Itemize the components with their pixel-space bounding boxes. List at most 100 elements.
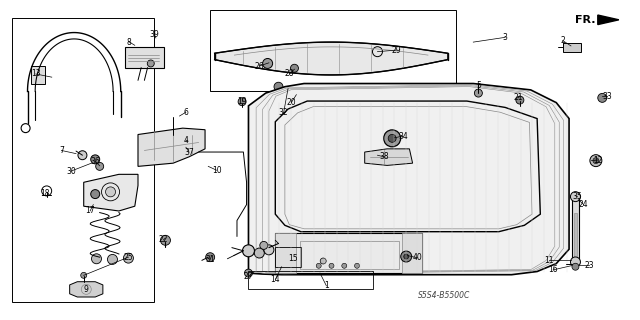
- Circle shape: [404, 254, 409, 259]
- Text: 20: 20: [287, 98, 296, 107]
- Circle shape: [147, 60, 154, 67]
- Text: 4: 4: [184, 136, 188, 145]
- Circle shape: [92, 254, 102, 264]
- Text: 1: 1: [324, 281, 329, 290]
- Bar: [275, 247, 301, 267]
- Circle shape: [108, 254, 118, 264]
- Text: 37: 37: [184, 148, 194, 156]
- Text: 24: 24: [579, 200, 589, 209]
- Text: 32: 32: [279, 108, 289, 117]
- Text: 7: 7: [59, 146, 64, 155]
- Circle shape: [161, 235, 170, 245]
- Circle shape: [291, 64, 298, 72]
- Bar: [574, 212, 577, 264]
- Bar: [31, 66, 45, 84]
- Text: 25: 25: [124, 253, 133, 262]
- Text: 35: 35: [573, 192, 582, 201]
- Circle shape: [274, 82, 283, 91]
- Polygon shape: [84, 174, 138, 211]
- Circle shape: [264, 245, 274, 255]
- Bar: [572, 195, 579, 264]
- Circle shape: [106, 187, 116, 197]
- Text: 16: 16: [548, 265, 558, 275]
- Text: 17: 17: [85, 206, 95, 215]
- Text: 33: 33: [602, 92, 612, 101]
- Text: 30: 30: [66, 167, 76, 176]
- Bar: [563, 43, 580, 52]
- Text: FR.: FR.: [575, 15, 596, 25]
- Circle shape: [388, 134, 396, 142]
- Text: 15: 15: [289, 254, 298, 263]
- Circle shape: [292, 88, 300, 96]
- Circle shape: [329, 263, 334, 268]
- Text: 31: 31: [205, 255, 215, 264]
- Text: 10: 10: [212, 166, 221, 175]
- Polygon shape: [248, 84, 569, 275]
- Bar: [12, 18, 154, 302]
- Bar: [248, 270, 373, 289]
- Circle shape: [254, 248, 264, 258]
- Circle shape: [124, 253, 133, 263]
- Text: 18: 18: [41, 189, 50, 198]
- Circle shape: [205, 253, 214, 262]
- Text: 36: 36: [90, 157, 100, 166]
- Circle shape: [401, 251, 412, 262]
- Text: 5: 5: [476, 81, 481, 90]
- Bar: [210, 10, 456, 92]
- Polygon shape: [365, 149, 413, 165]
- Text: S5S4-B5500C: S5S4-B5500C: [419, 291, 470, 300]
- Text: 22: 22: [159, 235, 168, 244]
- Circle shape: [474, 89, 483, 97]
- Circle shape: [342, 263, 347, 268]
- Text: 12: 12: [593, 156, 602, 164]
- Polygon shape: [70, 282, 103, 297]
- Bar: [300, 241, 399, 269]
- Text: 11: 11: [544, 256, 554, 265]
- Circle shape: [570, 257, 580, 267]
- Circle shape: [598, 93, 607, 102]
- Circle shape: [355, 263, 360, 268]
- Polygon shape: [598, 15, 619, 25]
- Circle shape: [238, 98, 246, 106]
- Circle shape: [81, 272, 86, 278]
- Text: 29: 29: [392, 45, 401, 55]
- Circle shape: [262, 59, 273, 68]
- Circle shape: [320, 258, 326, 264]
- Circle shape: [384, 130, 401, 147]
- Text: 39: 39: [149, 30, 159, 39]
- Text: 8: 8: [126, 38, 131, 47]
- Text: 14: 14: [271, 275, 280, 284]
- Circle shape: [78, 151, 87, 160]
- Circle shape: [570, 192, 580, 202]
- Circle shape: [593, 158, 599, 164]
- Circle shape: [91, 155, 100, 164]
- Text: 6: 6: [184, 108, 188, 117]
- Text: 34: 34: [398, 132, 408, 140]
- Text: 3: 3: [503, 33, 508, 42]
- Bar: [275, 233, 296, 273]
- Text: 23: 23: [585, 261, 595, 270]
- Text: 21: 21: [513, 93, 523, 102]
- Circle shape: [243, 245, 255, 257]
- Bar: [275, 233, 422, 273]
- Text: 19: 19: [237, 97, 247, 106]
- Bar: [125, 47, 164, 68]
- Circle shape: [572, 263, 579, 270]
- Circle shape: [516, 96, 524, 104]
- Circle shape: [316, 263, 321, 268]
- Text: 26: 26: [255, 61, 264, 70]
- Text: 27: 27: [244, 272, 253, 281]
- Text: 2: 2: [560, 36, 565, 45]
- Circle shape: [244, 269, 252, 277]
- Circle shape: [185, 138, 189, 142]
- Text: 9: 9: [83, 284, 88, 293]
- Circle shape: [96, 162, 104, 170]
- Circle shape: [260, 241, 268, 249]
- Text: 40: 40: [413, 253, 422, 262]
- Circle shape: [91, 190, 100, 199]
- Bar: [402, 233, 422, 273]
- Text: 13: 13: [31, 69, 40, 78]
- Text: 38: 38: [379, 152, 388, 161]
- Text: 28: 28: [285, 69, 294, 78]
- Circle shape: [590, 155, 602, 167]
